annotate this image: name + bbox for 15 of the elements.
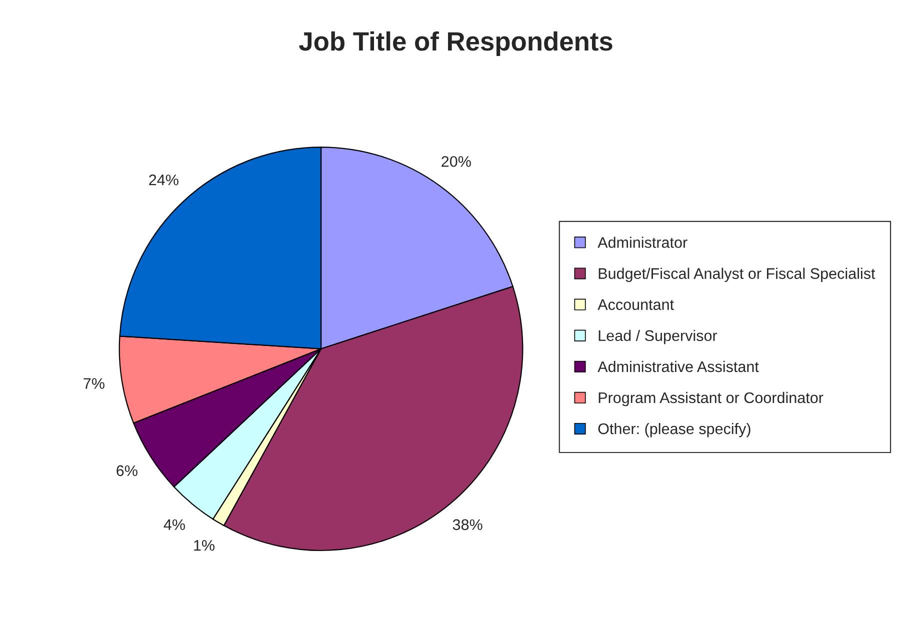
legend-label: Other: (please specify) — [598, 422, 750, 438]
legend-label: Administrative Assistant — [598, 360, 759, 372]
legend-label: Accountant — [598, 299, 674, 310]
data-label: 20% — [442, 156, 471, 167]
legend-label: Budget/Fiscal Analyst or Fiscal Specialist — [598, 268, 876, 282]
data-label: 7% — [84, 378, 104, 389]
legend-label: Program Assistant or Coordinator — [598, 392, 824, 406]
data-label: 1% — [194, 540, 214, 551]
legend-label: Lead / Supervisor — [598, 330, 718, 344]
chart-title: Job Title of Respondents — [299, 31, 612, 56]
data-label: 6% — [116, 465, 138, 476]
data-label: 24% — [149, 174, 178, 186]
data-label: 38% — [452, 519, 482, 530]
legend-label: Administrator — [598, 236, 688, 248]
data-label: 4% — [164, 519, 185, 530]
